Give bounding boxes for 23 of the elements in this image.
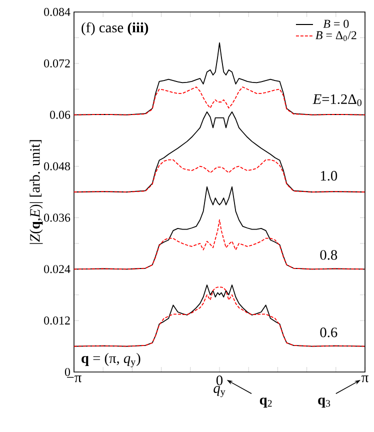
text: q$_{3}$	[318, 398, 330, 408]
y-axis-title: |Z(q,E)| [arb. unit]	[30, 140, 43, 244]
annotation: 0.6	[320, 328, 338, 338]
y-tick-label: 0.036	[44, 214, 70, 222]
annotation: 1.0	[320, 170, 338, 181]
annotation: (f) case (iii)	[82, 22, 148, 36]
y-tick-label: 0.024	[44, 265, 70, 274]
annotation: 0.8	[320, 250, 338, 260]
legend-label: B = 0	[323, 20, 349, 28]
x-axis-title: q$_{y}$	[214, 386, 226, 398]
x-tick-label: π	[362, 376, 368, 382]
annotation: E=1.2Δ$_{0}$	[312, 94, 362, 106]
text: q$_{2}$	[260, 398, 272, 408]
y-tick-label: 0.06	[50, 110, 70, 119]
y-tick-label: 0	[64, 368, 70, 376]
x-tick-label: 0	[216, 376, 223, 386]
y-tick-label: 0.012	[44, 316, 70, 325]
x-tick-label: −π	[67, 376, 82, 382]
y-tick-label: 0.072	[44, 59, 70, 68]
y-tick-label: 0.048	[44, 162, 70, 170]
y-tick-label: 0.084	[44, 8, 70, 16]
annotation: q = (π, q$_{y}$)	[82, 352, 140, 368]
legend-label: B = Δ$_{0}$/2	[316, 31, 356, 42]
